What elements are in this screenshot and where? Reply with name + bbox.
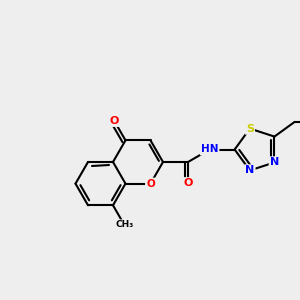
Text: O: O: [110, 116, 119, 126]
Text: N: N: [245, 165, 254, 176]
Text: N: N: [270, 158, 279, 167]
Text: O: O: [146, 179, 155, 189]
Text: O: O: [183, 178, 193, 188]
Text: CH₃: CH₃: [0, 299, 1, 300]
Text: HN: HN: [201, 145, 218, 154]
Text: CH₃: CH₃: [115, 220, 134, 229]
Text: S: S: [246, 124, 254, 134]
